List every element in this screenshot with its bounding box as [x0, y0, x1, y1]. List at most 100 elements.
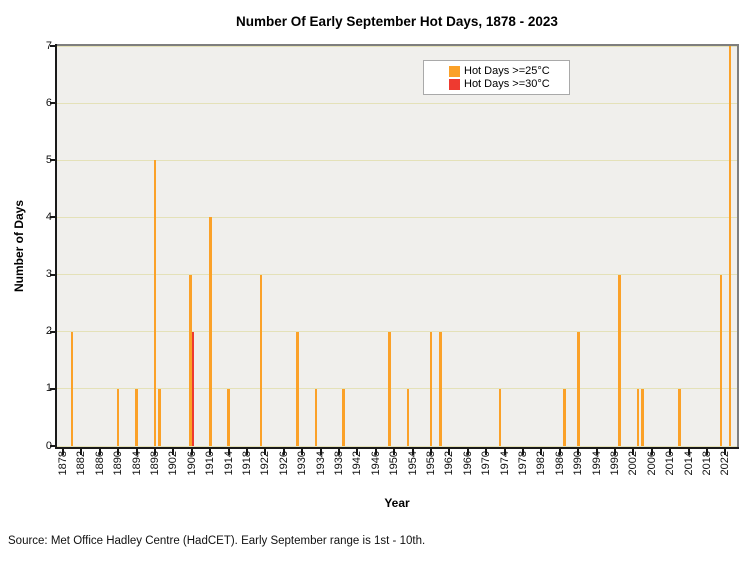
legend-label: Hot Days >=30°C	[464, 78, 550, 90]
x-tick	[650, 449, 653, 455]
bar-1953-ge25	[406, 388, 410, 446]
x-tick	[614, 449, 617, 455]
y-tick	[50, 387, 56, 390]
bar-1910-ge25	[208, 217, 212, 446]
x-axis-line	[55, 447, 739, 449]
x-tick-label: 1926	[277, 451, 290, 476]
y-tick-label: 1	[45, 382, 52, 395]
x-tick-label: 1990	[572, 451, 585, 476]
source-note: Source: Met Office Hadley Centre (HadCET…	[8, 535, 426, 547]
x-tick-label: 2022	[719, 451, 732, 476]
x-tick	[190, 449, 193, 455]
y-tick	[50, 45, 56, 47]
y-axis-title: Number of Days	[12, 199, 26, 293]
x-tick	[209, 449, 212, 455]
x-tick-label: 1882	[75, 451, 88, 476]
x-tick	[595, 449, 598, 455]
x-tick	[319, 449, 322, 455]
x-tick-label: 1918	[241, 451, 253, 476]
x-tick-label: 2010	[664, 451, 677, 476]
x-tick-label: 1878	[56, 451, 69, 476]
legend-swatch-ge25-icon	[449, 65, 460, 77]
x-tick	[246, 449, 248, 455]
y-tick	[50, 159, 56, 162]
plot-area	[57, 46, 737, 447]
plot-frame-top	[55, 44, 739, 46]
x-axis-title: Year	[384, 496, 410, 510]
x-tick-label: 1954	[406, 451, 419, 476]
x-tick	[374, 449, 377, 455]
x-tick-label: 1914	[222, 451, 235, 476]
bar-1880-ge25	[70, 331, 74, 446]
x-tick-label: 2018	[701, 451, 714, 476]
bar-1949-ge25	[388, 331, 391, 446]
x-tick	[135, 449, 138, 455]
gridline	[57, 102, 737, 104]
bar-1906-ge25	[189, 274, 192, 446]
bar-1933-ge25	[314, 388, 318, 446]
x-tick	[98, 449, 101, 455]
gridline	[57, 45, 737, 47]
x-tick-label: 1994	[590, 451, 603, 476]
x-tick	[61, 449, 64, 455]
x-tick-label: 1934	[314, 451, 327, 476]
bar-1898-ge25	[153, 160, 157, 446]
x-tick	[172, 449, 175, 455]
y-tick-label: 4	[45, 210, 52, 223]
legend-swatch-ge30-icon	[449, 78, 460, 90]
x-tick	[577, 449, 580, 455]
x-tick	[227, 449, 230, 455]
bar-1914-ge25	[227, 388, 230, 446]
x-tick	[153, 449, 156, 455]
x-tick-label: 1922	[259, 451, 272, 476]
x-tick	[301, 449, 304, 455]
x-tick	[632, 449, 635, 455]
x-tick	[448, 449, 451, 455]
y-tick-label: 6	[45, 96, 52, 109]
y-tick	[50, 216, 56, 219]
x-tick-label: 1894	[130, 451, 143, 476]
x-tick	[430, 449, 433, 455]
bar-1906-ge30	[191, 331, 195, 446]
y-tick-label: 0	[45, 439, 52, 452]
gridline	[57, 216, 737, 218]
x-tick	[411, 449, 414, 455]
x-tick-label: 1938	[333, 451, 346, 476]
bar-1929-ge25	[296, 331, 299, 446]
legend: Hot Days >=25°C Hot Days >=30°C	[423, 60, 570, 95]
x-tick	[282, 449, 285, 455]
x-tick-label: 2014	[682, 451, 695, 476]
y-tick-label: 5	[45, 153, 52, 166]
legend-item: Hot Days >=25°C	[449, 65, 569, 77]
legend-label: Hot Days >=25°C	[464, 65, 550, 77]
bar-1899-ge25	[158, 388, 161, 446]
x-tick	[687, 449, 690, 455]
gridline	[57, 331, 737, 333]
x-tick-label: 1946	[369, 451, 382, 476]
x-tick	[540, 449, 543, 455]
bar-1958-ge25	[429, 331, 433, 446]
x-tick-label: 1886	[93, 451, 106, 476]
bar-1890-ge25	[116, 388, 120, 446]
x-tick-label: 1966	[461, 451, 474, 476]
x-tick-label: 1958	[425, 451, 438, 476]
gridline	[57, 388, 737, 390]
chart-title: Number Of Early September Hot Days, 1878…	[236, 14, 558, 29]
x-tick	[558, 449, 561, 455]
x-tick-label: 1910	[204, 451, 217, 476]
x-tick-label: 2002	[627, 451, 640, 476]
y-tick-label: 3	[45, 268, 52, 281]
x-tick	[393, 449, 396, 455]
y-tick	[50, 330, 56, 333]
legend-item: Hot Days >=30°C	[449, 78, 569, 90]
x-tick	[485, 449, 488, 455]
x-tick	[338, 449, 341, 455]
x-tick-label: 1942	[351, 451, 364, 476]
x-tick	[117, 449, 120, 455]
x-tick-label: 1898	[148, 451, 161, 476]
bar-1960-ge25	[438, 331, 442, 446]
bar-1894-ge25	[135, 388, 138, 446]
x-tick-label: 1902	[167, 451, 180, 476]
y-tick	[50, 102, 56, 105]
x-tick	[80, 449, 83, 455]
